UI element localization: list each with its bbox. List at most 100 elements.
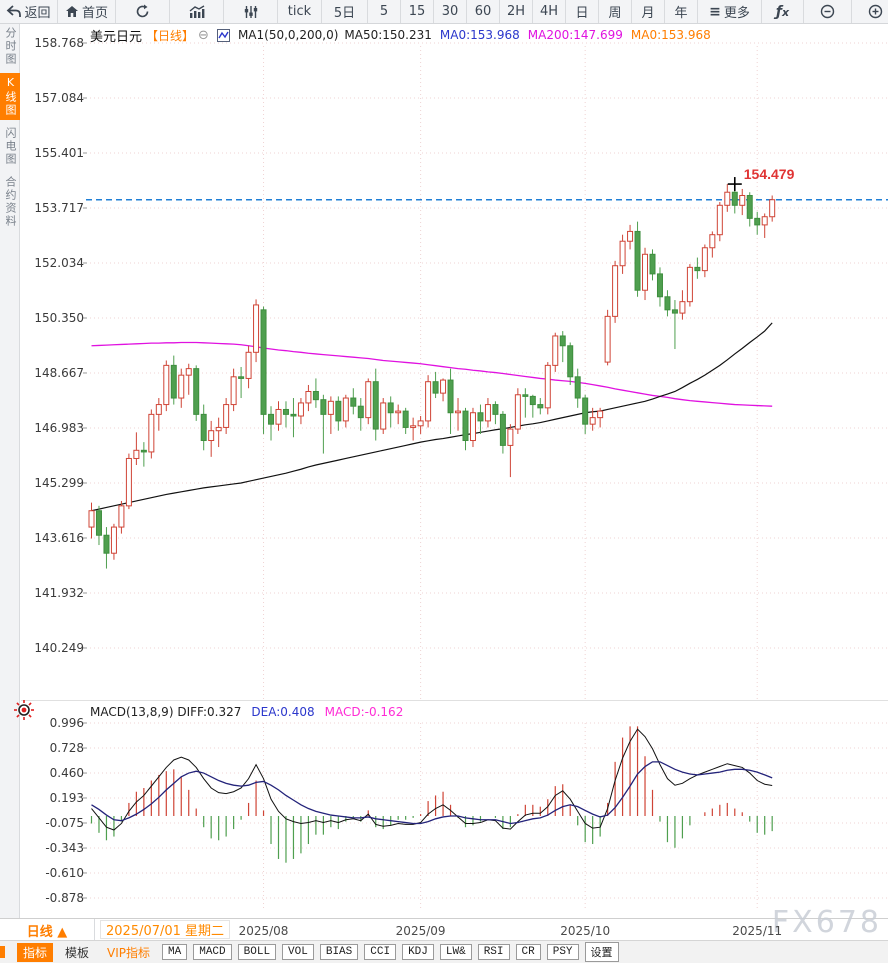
collapse-icon[interactable]: ⊖ (198, 27, 209, 43)
dea-value: DEA:0.408 (251, 705, 315, 719)
period-button-60[interactable]: 60 (467, 0, 500, 23)
period-button-15[interactable]: 15 (401, 0, 434, 23)
period-button-label: 4H (539, 4, 559, 19)
month-axis-label: 2025/08 (238, 924, 289, 938)
price-axis-label: 143.616 (34, 530, 84, 545)
period-button-日[interactable]: 日 (566, 0, 599, 23)
macd-value: MACD:-0.162 (324, 705, 404, 719)
toolbar-button-home[interactable]: 首页 (58, 0, 116, 23)
indicator-button-VOL[interactable]: VOL (282, 944, 314, 960)
macd-axis-label: -0.878 (45, 890, 84, 905)
period-button-5[interactable]: 5 (368, 0, 401, 23)
price-axis-label: 150.350 (34, 310, 84, 325)
zoom-out-icon (820, 4, 835, 19)
period-button-30[interactable]: 30 (434, 0, 467, 23)
back-icon (6, 5, 22, 18)
toolbar-button-refresh[interactable] (116, 0, 170, 23)
macd-axis-label: 0.193 (49, 790, 84, 805)
toolbar-button-chart-line[interactable] (170, 0, 224, 23)
indicator-button-CR[interactable]: CR (515, 944, 541, 960)
period-button-label: 15 (408, 4, 426, 19)
left-sidebar: 分时图 K线图闪电图合约资料 (0, 24, 20, 918)
indicator-button-设置[interactable]: 设置 (584, 942, 619, 962)
macd-header: MACD(13,8,9) DIFF:0.327 DEA:0.408 MACD:-… (90, 705, 403, 719)
price-axis-label: 141.932 (34, 585, 84, 600)
indicator-toolbar: 指标 模板 VIP指标 MA MACD BOLL VOL BIAS CCI KDJ LW& RSI CR… (0, 940, 888, 963)
indicator-settings-icon[interactable] (13, 699, 35, 721)
toolbar-button-label: 返回 (24, 6, 51, 21)
indicator-button-PSY[interactable]: PSY (546, 944, 579, 960)
fx-icon: ƒx (775, 3, 790, 20)
indicator-button-MACD[interactable]: MACD (193, 944, 232, 960)
period-button-2H[interactable]: 2H (500, 0, 533, 23)
toolbar-button-back[interactable]: 返回 (0, 0, 58, 23)
indicator-button-VIP指标[interactable]: VIP指标 (107, 945, 151, 960)
more-button[interactable]: ≡ 更多 (698, 0, 762, 23)
period-button-label: 日 (575, 6, 589, 21)
price-axis-label: 145.299 (34, 476, 84, 490)
price-axis-label: 155.401 (34, 145, 84, 160)
time-axis-row: 日线 ▲ 2025/07/01 星期二 FX678 (0, 905, 888, 941)
period-button-tick[interactable]: tick (278, 0, 322, 23)
crosshair-price-label: 154.479 (744, 166, 795, 182)
ma-mini-chart-icon (216, 28, 230, 42)
sidebar-tab-闪电图[interactable]: 闪电图 (4, 127, 17, 166)
month-axis-label: 2025/09 (395, 924, 446, 938)
indicator-button-指标[interactable]: 指标 (17, 942, 54, 962)
sidebar-tab-分时图[interactable]: 分时图 (4, 27, 17, 66)
indicator-button-RSI[interactable]: RSI (477, 944, 510, 960)
period-button-label: 5 (379, 4, 389, 19)
indicator-button-BOLL[interactable]: BOLL (237, 944, 277, 960)
period-button-年[interactable]: 年 (665, 0, 698, 23)
ma0-orange-value: MA0:153.968 (630, 28, 711, 42)
price-axis-label: 153.717 (34, 201, 84, 215)
refresh-icon (135, 4, 150, 19)
indicator-button-LW&[interactable]: LW& (439, 944, 472, 960)
fx678-watermark: FX678 (771, 905, 882, 940)
period-button-周[interactable]: 周 (599, 0, 632, 23)
symbol-title: 美元日元 (90, 29, 143, 45)
chart-line-icon (189, 4, 205, 19)
toolbar-button-chart-candle[interactable] (224, 0, 278, 23)
period-button-label: 5日 (333, 6, 356, 21)
chart-candle-icon (244, 5, 258, 19)
period-tag: 【日线】 (146, 28, 195, 43)
price-axis-label: 152.034 (34, 255, 84, 270)
first-visible-date: 2025/07/01 星期二 (100, 920, 231, 939)
indicator-button-MA[interactable]: MA (162, 944, 188, 960)
ma50-value: MA50:150.231 (344, 28, 432, 42)
formula-button[interactable]: ƒx (762, 0, 804, 23)
price-axis-label: 146.983 (34, 420, 84, 435)
ma0-blue-value: MA0:153.968 (439, 28, 520, 42)
month-axis-label: 2025/10 (560, 924, 611, 938)
macd-formula-label: MACD(13,8,9) DIFF:0.327 (90, 705, 242, 719)
period-selector[interactable]: 日线 ▲ (0, 919, 95, 941)
macd-axis-label: -0.075 (45, 816, 84, 830)
period-button-月[interactable]: 月 (632, 0, 665, 23)
macd-axis-label: 0.996 (49, 716, 84, 730)
home-icon (65, 5, 79, 18)
period-button-label: tick (287, 4, 312, 19)
sidebar-tab-合约资料[interactable]: 合约资料 (4, 176, 17, 228)
period-button-4H[interactable]: 4H (533, 0, 566, 23)
period-button-label: 60 (474, 4, 492, 19)
period-button-label: 年 (674, 6, 688, 21)
period-button-5日[interactable]: 5日 (322, 0, 368, 23)
zoom-in-button[interactable] (852, 0, 888, 23)
zoom-in-icon (868, 4, 883, 19)
macd-axis-label: -0.343 (45, 841, 84, 856)
period-button-label: 月 (641, 6, 655, 21)
indicator-button-CCI[interactable]: CCI (364, 944, 397, 960)
zoom-out-button[interactable] (804, 0, 852, 23)
indicator-button-BIAS[interactable]: BIAS (319, 944, 359, 960)
sidebar-tab-K线图[interactable]: K线图 (0, 73, 20, 120)
top-toolbar: 返回 首页 tick 5日 5 15 30 60 2H 4H 日 周 月 年 ≡ 更多 ƒx (0, 0, 888, 24)
month-axis-label: 2025/11 (732, 924, 783, 938)
price-axis-label: 148.667 (34, 365, 84, 380)
indicator-button-模板[interactable]: 模板 (65, 945, 90, 960)
price-axis-label: 140.249 (34, 640, 84, 655)
macd-axis-label: -0.610 (45, 865, 84, 880)
indicator-button-KDJ[interactable]: KDJ (402, 944, 434, 960)
